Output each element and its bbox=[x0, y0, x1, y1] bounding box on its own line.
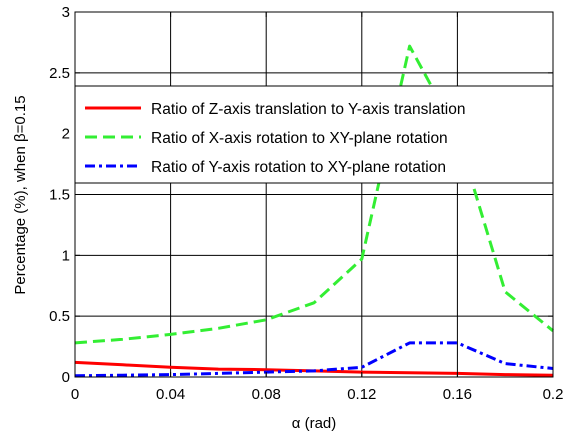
axis-ticks: 0 0.04 0.08 0.12 0.16 0.2 0 0.5 1 1.5 2 2.5 3 bbox=[49, 4, 563, 403]
y-tick-label: 0 bbox=[62, 369, 70, 386]
y-tick-label: 0.5 bbox=[49, 308, 70, 325]
y-axis-label: Percentage (%), when β=0.15 bbox=[12, 95, 29, 294]
x-tick-label: 0.16 bbox=[443, 386, 472, 403]
series-line-2 bbox=[74, 44, 554, 345]
y-tick-label: 1.5 bbox=[49, 187, 70, 204]
series-line-3 bbox=[74, 341, 554, 378]
x-tick-label: 0.12 bbox=[347, 386, 376, 403]
x-tick-label: 0.2 bbox=[543, 386, 564, 403]
legend-box bbox=[74, 85, 554, 184]
x-tick-label: 0 bbox=[71, 386, 79, 403]
y-tick-label: 1 bbox=[62, 247, 70, 264]
y-tick-label: 3 bbox=[62, 4, 70, 21]
series-lines bbox=[74, 44, 554, 378]
legend-label-1: Ratio of Z-axis translation to Y-axis tr… bbox=[151, 101, 465, 118]
y-tick-label: 2.5 bbox=[49, 65, 70, 82]
x-tick-label: 0.04 bbox=[156, 386, 185, 403]
x-tick-label: 0.08 bbox=[252, 386, 281, 403]
legend-label-3: Ratio of Y-axis rotation to XY-plane rot… bbox=[151, 159, 446, 176]
legend: Ratio of Z-axis translation to Y-axis tr… bbox=[74, 85, 554, 184]
x-axis-label: α (rad) bbox=[292, 415, 337, 432]
legend-label-2: Ratio of X-axis rotation to XY-plane rot… bbox=[151, 130, 448, 147]
y-tick-label: 2 bbox=[62, 126, 70, 143]
